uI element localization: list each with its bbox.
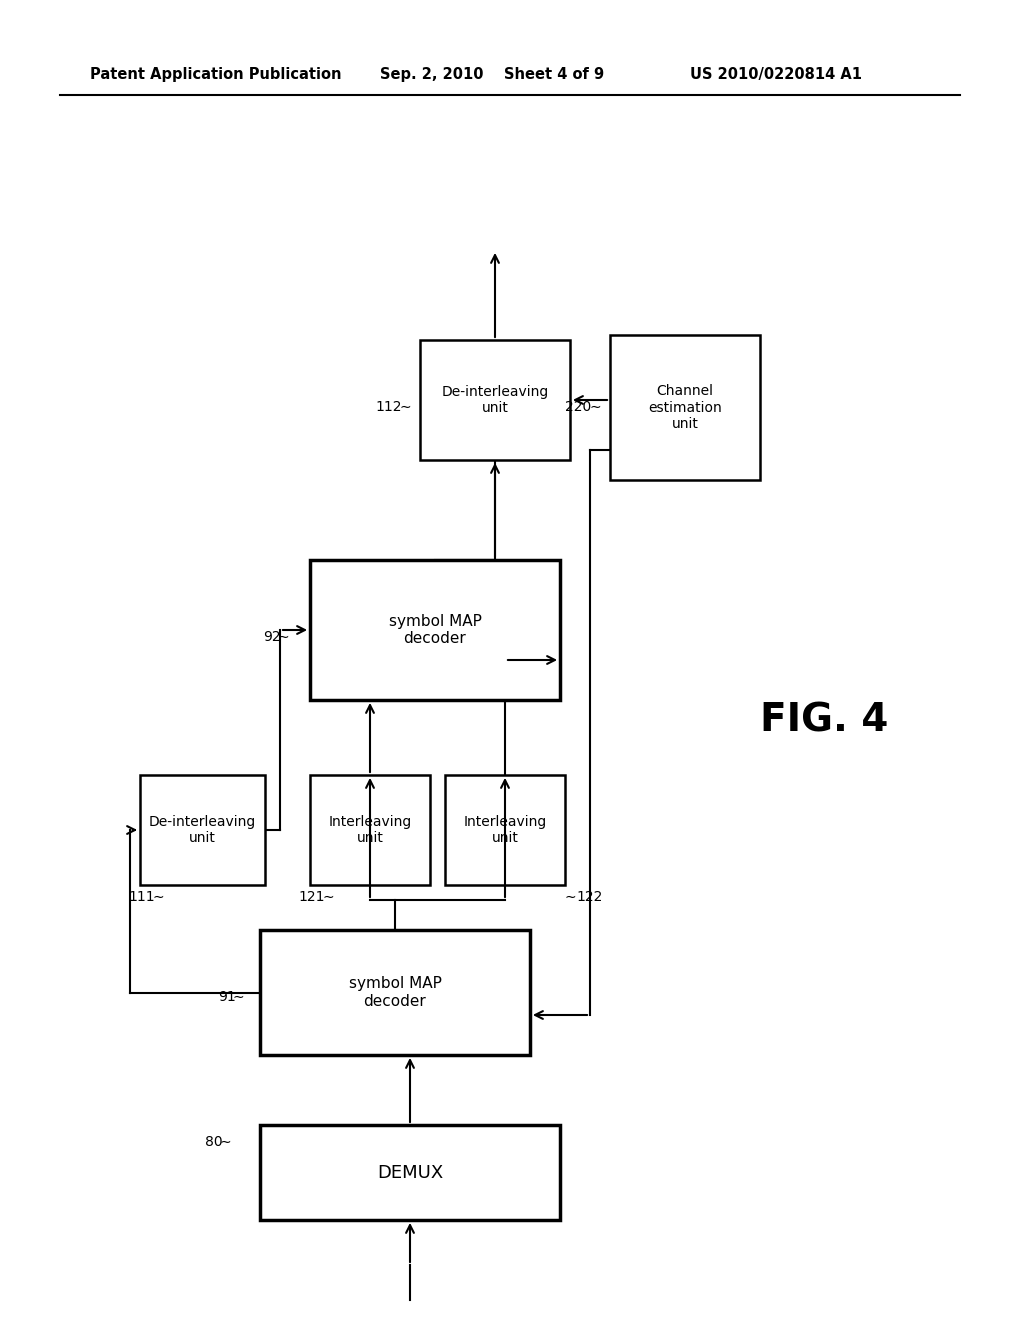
Text: US 2010/0220814 A1: US 2010/0220814 A1	[690, 67, 862, 82]
Text: 80: 80	[205, 1135, 222, 1148]
Text: ∼: ∼	[400, 400, 412, 414]
Text: Patent Application Publication: Patent Application Publication	[90, 67, 341, 82]
Text: 111: 111	[128, 890, 155, 904]
Text: De-interleaving
unit: De-interleaving unit	[148, 814, 256, 845]
Text: 121: 121	[298, 890, 325, 904]
Text: FIG. 4: FIG. 4	[760, 701, 889, 739]
Text: ∼: ∼	[565, 890, 577, 904]
Text: 91: 91	[218, 990, 236, 1005]
Text: DEMUX: DEMUX	[377, 1163, 443, 1181]
FancyBboxPatch shape	[310, 560, 560, 700]
Text: ∼: ∼	[153, 890, 165, 904]
Text: symbol MAP
decoder: symbol MAP decoder	[388, 614, 481, 647]
Text: 122: 122	[575, 890, 602, 904]
Text: Interleaving
unit: Interleaving unit	[464, 814, 547, 845]
Text: ∼: ∼	[220, 1135, 231, 1148]
FancyBboxPatch shape	[260, 1125, 560, 1220]
Text: ∼: ∼	[590, 400, 602, 414]
Text: Interleaving
unit: Interleaving unit	[329, 814, 412, 845]
Text: 112: 112	[375, 400, 401, 414]
FancyBboxPatch shape	[140, 775, 265, 884]
Text: ∼: ∼	[233, 990, 245, 1005]
FancyBboxPatch shape	[260, 931, 530, 1055]
FancyBboxPatch shape	[610, 335, 760, 480]
Text: Channel
estimation
unit: Channel estimation unit	[648, 384, 722, 430]
Text: symbol MAP
decoder: symbol MAP decoder	[348, 977, 441, 1008]
Text: Sep. 2, 2010    Sheet 4 of 9: Sep. 2, 2010 Sheet 4 of 9	[380, 67, 604, 82]
Text: 220: 220	[565, 400, 591, 414]
Text: ∼: ∼	[278, 630, 290, 644]
Text: ∼: ∼	[323, 890, 335, 904]
FancyBboxPatch shape	[445, 775, 565, 884]
Text: De-interleaving
unit: De-interleaving unit	[441, 385, 549, 414]
Text: 92: 92	[263, 630, 281, 644]
FancyBboxPatch shape	[310, 775, 430, 884]
FancyBboxPatch shape	[420, 341, 570, 459]
